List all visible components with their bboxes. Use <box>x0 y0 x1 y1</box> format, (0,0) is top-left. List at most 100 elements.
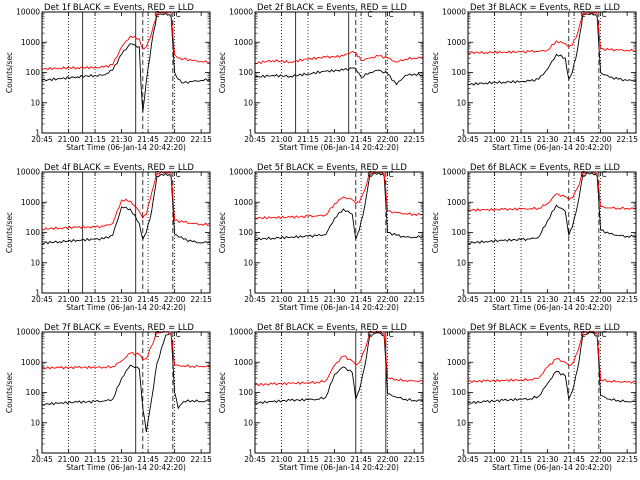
events-series-line <box>467 331 637 405</box>
x-tick-label: 22:15 <box>190 295 212 304</box>
panel-5: 1 10 100 1000 10000 20:45 21:00 21:15 21:30 21:45… <box>218 163 425 312</box>
panel-title: Det 4f BLACK = Events, RED = LLD <box>44 163 194 173</box>
y-tick-label: 1 <box>248 129 253 138</box>
x-tick-label: 21:30 <box>537 295 559 304</box>
x-tick-label: 21:45 <box>350 135 372 144</box>
y-axis-label: Counts/sec <box>5 372 14 413</box>
x-tick-label: 21:15 <box>84 135 106 144</box>
annotation-label: C <box>580 10 585 19</box>
x-tick-label: 21:30 <box>537 455 559 464</box>
lld-series-line <box>254 50 424 65</box>
y-tick-label: 1000 <box>447 38 466 47</box>
lld-series-line <box>42 330 211 370</box>
x-tick-label: 22:00 <box>377 295 399 304</box>
annotation-label: C <box>154 330 159 339</box>
y-tick-label: 100 <box>26 388 41 397</box>
y-tick-label: 10000 <box>442 168 466 177</box>
y-tick-label: 10000 <box>442 328 466 337</box>
x-tick-label: 21:45 <box>563 455 585 464</box>
x-tick-label: 21:30 <box>324 455 346 464</box>
x-tick-label: 21:30 <box>324 295 346 304</box>
y-tick-label: 1000 <box>234 198 253 207</box>
y-tick-label: 10000 <box>16 328 40 337</box>
x-tick-label: 21:15 <box>510 295 532 304</box>
annotation-label: C <box>602 170 607 179</box>
x-axis-label: Start Time (06-Jan-14 20:42:20) <box>492 463 612 472</box>
panel-3: 1 10 100 1000 10000 20:45 21:00 21:15 21:30 21:45… <box>431 3 638 152</box>
y-tick-label: 100 <box>26 68 41 77</box>
y-tick-label: 10 <box>243 418 253 427</box>
annotation-label: C <box>580 330 585 339</box>
x-tick-label: 21:00 <box>58 455 80 464</box>
events-series-line <box>467 171 637 245</box>
y-axis-label: Counts/sec <box>218 52 227 93</box>
annotation-label: C <box>602 330 607 339</box>
x-tick-label: 22:15 <box>616 295 638 304</box>
x-tick-label: 22:00 <box>164 135 186 144</box>
events-series-line <box>254 332 424 405</box>
events-series-line <box>41 332 211 432</box>
x-tick-label: 21:30 <box>111 135 133 144</box>
panel-title: Det 8f BLACK = Events, RED = LLD <box>257 323 407 333</box>
x-tick-label: 20:45 <box>31 295 53 304</box>
y-axis-label: Counts/sec <box>431 212 440 253</box>
x-tick-label: 22:00 <box>590 295 612 304</box>
x-tick-label: 21:00 <box>58 295 80 304</box>
y-tick-label: 100 <box>452 388 467 397</box>
x-tick-label: 22:00 <box>590 455 612 464</box>
x-tick-label: 22:00 <box>164 295 186 304</box>
annotation-label: C <box>389 10 394 19</box>
x-tick-label: 21:15 <box>510 455 532 464</box>
y-tick-label: 10 <box>456 418 466 427</box>
x-tick-label: 21:30 <box>111 455 133 464</box>
panel-6: 1 10 100 1000 10000 20:45 21:00 21:15 21:30 21:45… <box>431 163 638 312</box>
x-tick-label: 20:45 <box>457 295 479 304</box>
y-axis-label: Counts/sec <box>431 52 440 93</box>
annotation-label: C <box>602 10 607 19</box>
x-tick-label: 22:15 <box>190 455 212 464</box>
x-tick-label: 21:00 <box>484 455 506 464</box>
x-axis-label: Start Time (06-Jan-14 20:42:20) <box>279 463 399 472</box>
y-tick-label: 1 <box>35 289 40 298</box>
x-tick-label: 21:30 <box>537 135 559 144</box>
y-tick-label: 100 <box>452 228 467 237</box>
x-tick-label: 22:15 <box>616 455 638 464</box>
x-tick-label: 20:45 <box>31 135 53 144</box>
y-tick-label: 100 <box>239 388 254 397</box>
x-tick-label: 20:45 <box>457 135 479 144</box>
x-tick-label: 22:00 <box>164 455 186 464</box>
x-tick-label: 21:15 <box>297 135 319 144</box>
lld-series-line <box>41 11 211 71</box>
x-tick-label: 21:00 <box>484 135 506 144</box>
y-tick-label: 10000 <box>229 328 253 337</box>
x-tick-label: 21:00 <box>271 295 293 304</box>
y-tick-label: 1 <box>35 449 40 458</box>
x-axis-label: Start Time (06-Jan-14 20:42:20) <box>66 463 186 472</box>
x-tick-label: 21:45 <box>350 455 372 464</box>
panel-title: Det 9f BLACK = Events, RED = LLD <box>470 323 620 333</box>
panel-1: 1 10 100 1000 10000 20:45 21:00 21:15 21:30 21:45… <box>5 3 212 152</box>
annotation-label: C <box>176 10 181 19</box>
y-axis-label: Counts/sec <box>5 52 14 93</box>
x-axis-label: Start Time (06-Jan-14 20:42:20) <box>66 303 186 312</box>
y-axis-label: Counts/sec <box>5 212 14 253</box>
annotation-label: C <box>154 10 159 19</box>
y-tick-label: 1000 <box>21 358 40 367</box>
x-axis-label: Start Time (06-Jan-14 20:42:20) <box>279 303 399 312</box>
x-tick-label: 21:15 <box>84 295 106 304</box>
events-series-line <box>41 172 211 245</box>
y-axis-label: Counts/sec <box>218 212 227 253</box>
y-axis-label: Counts/sec <box>431 372 440 413</box>
lld-series-line <box>467 330 637 384</box>
y-tick-label: 10 <box>243 258 253 267</box>
x-tick-label: 22:15 <box>190 135 212 144</box>
panel-title: Det 6f BLACK = Events, RED = LLD <box>470 163 620 173</box>
y-tick-label: 1000 <box>21 198 40 207</box>
x-tick-label: 20:45 <box>457 455 479 464</box>
x-tick-label: 21:00 <box>58 135 80 144</box>
y-tick-label: 10000 <box>16 168 40 177</box>
x-tick-label: 21:30 <box>111 295 133 304</box>
x-tick-label: 21:00 <box>484 295 506 304</box>
